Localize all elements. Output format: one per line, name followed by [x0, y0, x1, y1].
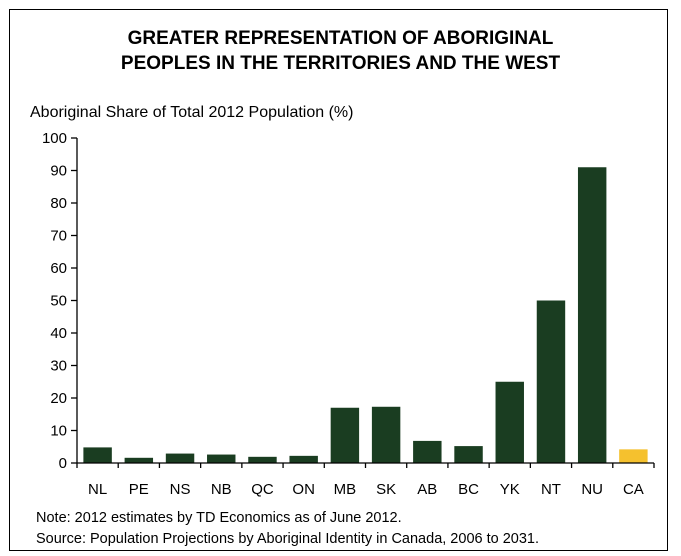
bars-group	[83, 167, 648, 463]
x-tick-label-on: ON	[292, 481, 315, 498]
x-tick-label-nu: NU	[581, 481, 603, 498]
x-axis: NL PE NS NB QC ON MB SK AB BC YK NT NU CA	[76, 462, 655, 498]
x-tick-label-mb: MB	[334, 481, 357, 498]
y-tick-label-80: 80	[50, 195, 67, 212]
x-tick-label-yk: YK	[500, 481, 520, 498]
bar-nb	[207, 454, 236, 463]
note-text: Note: 2012 estimates by TD Economics as …	[36, 510, 402, 526]
chart-notes: Note: 2012 estimates by TD Economics as …	[36, 508, 539, 550]
bar-ab	[413, 440, 442, 463]
y-axis-label: Aboriginal Share of Total 2012 Populatio…	[30, 104, 354, 121]
source-text: Source: Population Projections by Aborig…	[36, 531, 540, 547]
chart-title-line-1: GREATER REPRESENTATION OF ABORIGINAL	[127, 28, 554, 49]
bar-qc	[248, 456, 277, 463]
x-tick-label-qc: QC	[251, 481, 274, 498]
y-tick-label-50: 50	[50, 293, 67, 310]
y-tick-label-70: 70	[50, 228, 67, 245]
bar-yk	[495, 381, 524, 463]
chart-title-line-2: PEOPLES IN THE TERRITORIES AND THE WEST	[120, 53, 561, 74]
x-tick-label-bc: BC	[458, 481, 479, 498]
bar-mb	[330, 407, 360, 463]
x-tick-label-ca: CA	[623, 481, 644, 498]
y-axis: 0 10 20 30 40 50 60 70 80 90 100	[42, 130, 78, 472]
x-tick-label-ns: NS	[170, 481, 191, 498]
x-tick-label-nb: NB	[211, 481, 232, 498]
bar-nl	[83, 447, 112, 463]
chart-title: GREATER REPRESENTATION OF ABORIGINAL PEO…	[0, 26, 681, 76]
y-tick-label-20: 20	[50, 390, 67, 407]
x-tick-label-ab: AB	[417, 481, 437, 498]
bar-sk	[371, 406, 401, 463]
y-tick-label-40: 40	[50, 325, 67, 342]
bar-nu	[577, 167, 607, 463]
bar-nt	[536, 300, 566, 463]
y-tick-label-30: 30	[50, 358, 67, 375]
bar-on	[289, 455, 318, 463]
x-tick-label-nt: NT	[541, 481, 561, 498]
bar-ca	[619, 449, 648, 463]
x-tick-label-pe: PE	[129, 481, 149, 498]
x-tick-label-sk: SK	[376, 481, 396, 498]
y-tick-label-0: 0	[59, 455, 67, 472]
y-tick-label-60: 60	[50, 260, 67, 277]
bar-bc	[454, 446, 483, 463]
bar-ns	[165, 453, 195, 463]
bar-pe	[124, 457, 154, 463]
y-tick-label-90: 90	[50, 163, 67, 180]
y-tick-label-10: 10	[50, 423, 67, 440]
x-tick-label-nl: NL	[88, 481, 107, 498]
y-tick-label-100: 100	[42, 130, 67, 147]
